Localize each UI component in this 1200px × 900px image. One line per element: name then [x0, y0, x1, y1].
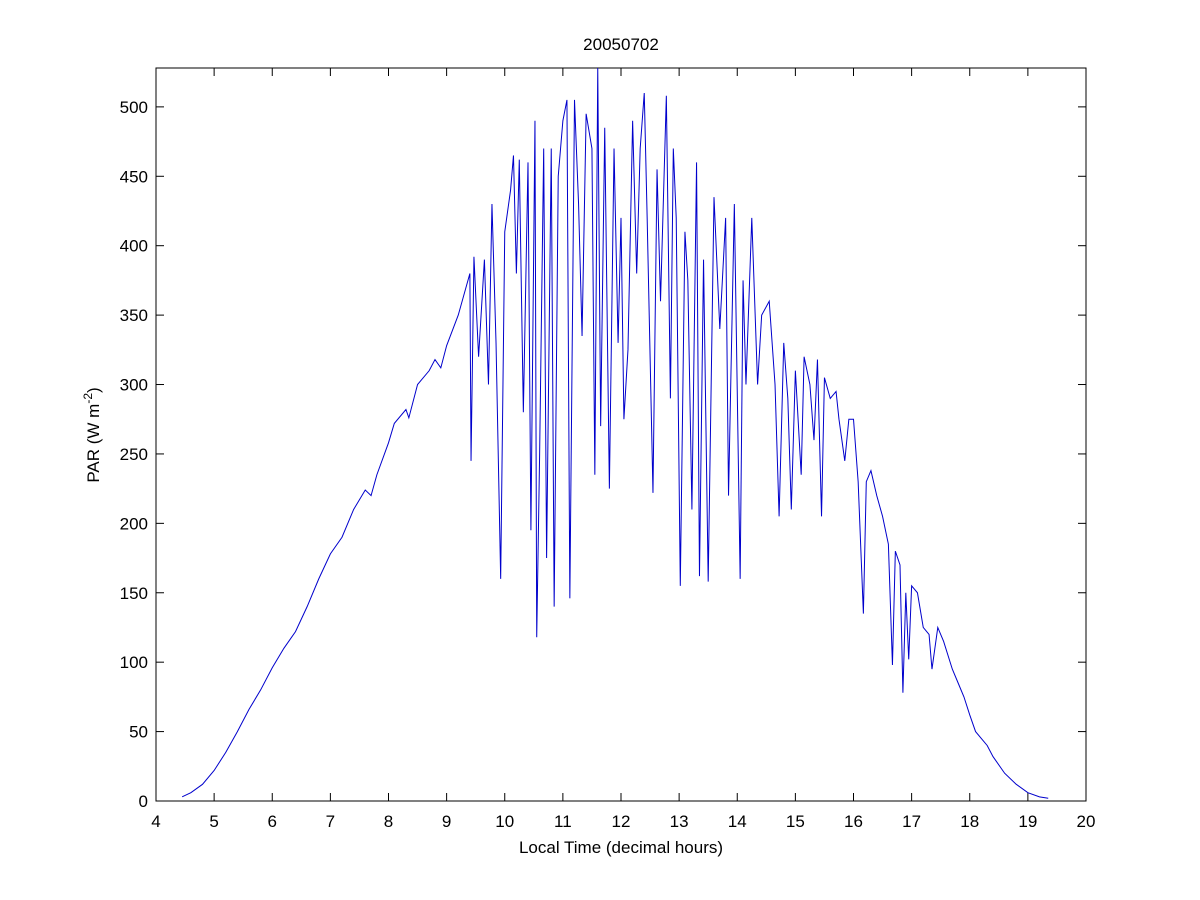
x-tick-label: 18 — [960, 812, 979, 831]
x-tick-label: 10 — [495, 812, 514, 831]
y-tick-label: 400 — [120, 237, 148, 256]
y-tick-label: 300 — [120, 376, 148, 395]
x-tick-label: 5 — [209, 812, 218, 831]
x-tick-label: 7 — [326, 812, 335, 831]
y-tick-label: 250 — [120, 445, 148, 464]
x-tick-label: 8 — [384, 812, 393, 831]
x-tick-label: 17 — [902, 812, 921, 831]
x-tick-label: 20 — [1077, 812, 1096, 831]
y-tick-label: 150 — [120, 584, 148, 603]
y-tick-label: 50 — [129, 723, 148, 742]
chart-title: 20050702 — [583, 35, 659, 54]
data-line — [181, 67, 1049, 799]
x-tick-label: 15 — [786, 812, 805, 831]
y-tick-label: 200 — [120, 514, 148, 533]
y-tick-label: 500 — [120, 98, 148, 117]
x-tick-label: 4 — [151, 812, 160, 831]
y-label-text: PAR (W m — [84, 404, 103, 483]
x-tick-label: 16 — [844, 812, 863, 831]
x-tick-label: 12 — [612, 812, 631, 831]
x-tick-label: 11 — [554, 812, 572, 831]
x-tick-label: 6 — [268, 812, 277, 831]
x-tick-label: 14 — [728, 812, 747, 831]
y-tick-label: 100 — [120, 653, 148, 672]
y-label-sup: -2 — [81, 393, 95, 404]
x-axis-label: Local Time (decimal hours) — [519, 838, 723, 857]
y-label-end: ) — [84, 387, 103, 393]
x-tick-label: 13 — [670, 812, 689, 831]
y-tick-label: 0 — [139, 792, 148, 811]
x-tick-label: 19 — [1018, 812, 1037, 831]
y-tick-label: 450 — [120, 167, 148, 186]
y-axis-label: PAR (W m-2) — [81, 387, 103, 482]
y-tick-label: 350 — [120, 306, 148, 325]
x-tick-label: 9 — [442, 812, 451, 831]
